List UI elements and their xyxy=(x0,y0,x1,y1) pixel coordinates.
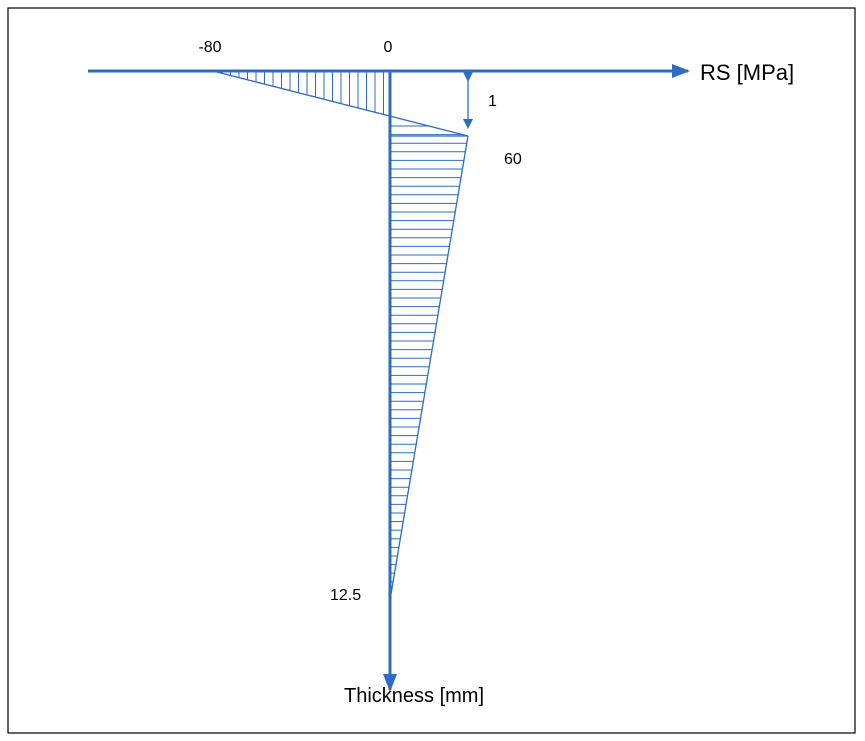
label: 1 xyxy=(488,93,497,110)
axis-title: Thickness [mm] xyxy=(344,685,484,707)
hatching xyxy=(221,71,467,600)
label: -80 xyxy=(198,39,221,56)
label: 12.5 xyxy=(330,587,361,604)
stress-line xyxy=(389,135,469,601)
stress-line xyxy=(212,70,469,137)
axis-title: RS [MPa] xyxy=(700,60,794,85)
label: 0 xyxy=(384,39,393,56)
label: 60 xyxy=(504,151,522,168)
frame xyxy=(7,7,856,734)
